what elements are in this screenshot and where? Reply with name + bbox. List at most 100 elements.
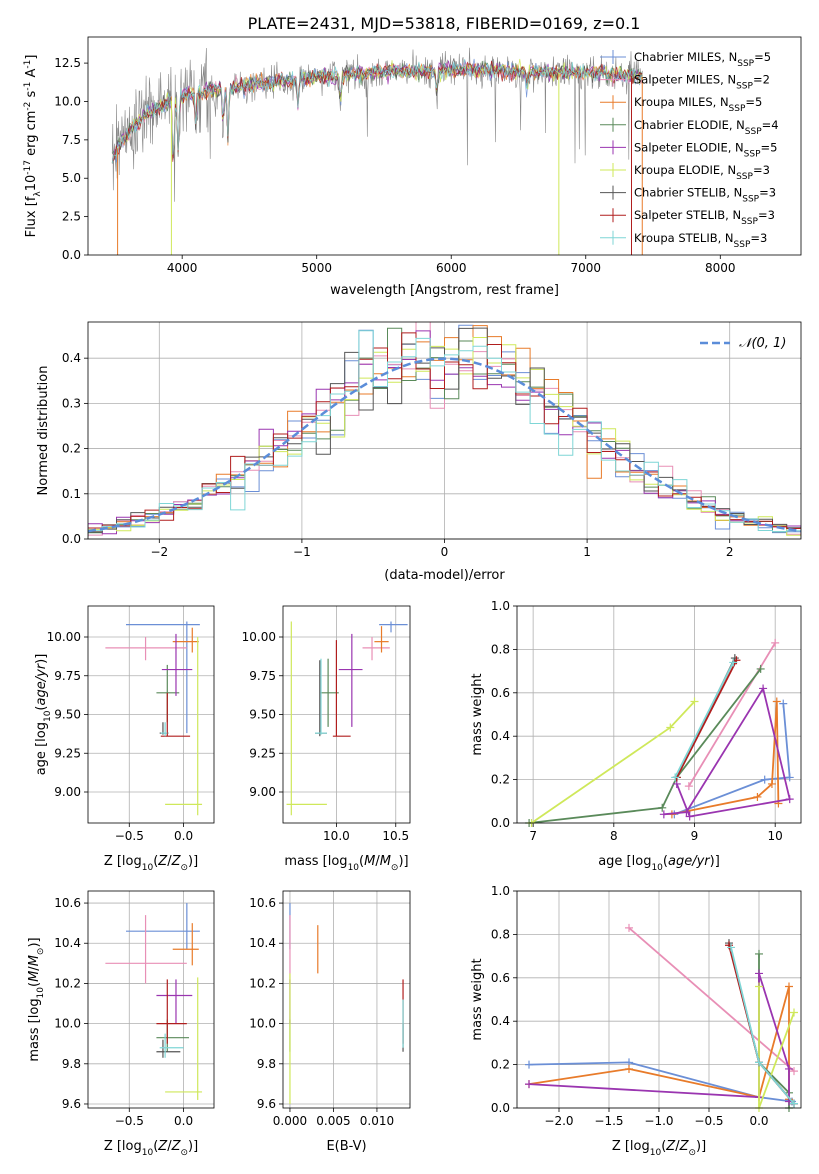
legend-label: Salpeter STELIB, NSSP=3 bbox=[634, 208, 775, 227]
series-line bbox=[528, 668, 762, 824]
series-line bbox=[663, 686, 791, 818]
y-tick-label: 0.0 bbox=[491, 1101, 510, 1115]
series-line bbox=[758, 953, 790, 1108]
mass-vs-ebv-axes: 0.000 0.005 0.010 9.6 9.8 10.0 10.2 10.4 10.6 E(B… bbox=[249, 891, 410, 1154]
x-tick-label: −2 bbox=[150, 545, 168, 559]
series-marker bbox=[755, 982, 763, 991]
x-tick-label: 8000 bbox=[705, 261, 736, 275]
series-line bbox=[530, 700, 696, 824]
y-tick-label: 0.4 bbox=[62, 351, 81, 365]
spectrum-data-line bbox=[111, 47, 643, 202]
spectrum-legend: Chabrier MILES, NSSP=5 Salpeter MILES, NS… bbox=[600, 50, 779, 250]
massweight-vs-Z-xlabel: Z [log10(Z/Z⊙)] bbox=[612, 1139, 706, 1158]
series-marker bbox=[785, 982, 793, 991]
y-tick-label: 0.8 bbox=[491, 927, 510, 941]
histogram-steps bbox=[88, 330, 801, 533]
y-tick-label: 2.5 bbox=[62, 210, 81, 224]
y-tick-label: 0.6 bbox=[491, 971, 510, 985]
series-marker bbox=[771, 638, 780, 647]
y-tick-label: 10.00 bbox=[47, 630, 81, 644]
age-vs-Z-series bbox=[105, 621, 203, 816]
y-tick-label: 9.75 bbox=[249, 669, 276, 683]
series-marker bbox=[767, 779, 776, 788]
y-tick-label: 10.2 bbox=[249, 976, 276, 990]
series-marker bbox=[785, 1064, 793, 1073]
x-tick-label: 0 bbox=[441, 545, 449, 559]
x-tick-label: 7 bbox=[529, 829, 537, 843]
age-vs-mass-series bbox=[286, 621, 408, 816]
legend-label: Chabrier ELODIE, NSSP=4 bbox=[634, 118, 779, 137]
x-tick-label: 5000 bbox=[301, 261, 332, 275]
x-tick-label: 10.0 bbox=[323, 829, 350, 843]
series-marker bbox=[525, 1080, 533, 1089]
series-marker bbox=[682, 808, 691, 817]
x-tick-label: −1.5 bbox=[594, 1114, 623, 1128]
y-tick-label: 0.0 bbox=[491, 816, 510, 830]
y-tick-label: 10.0 bbox=[54, 1017, 81, 1031]
series-marker bbox=[727, 943, 735, 952]
age-vs-Z-frame bbox=[87, 605, 215, 824]
series-marker bbox=[790, 1099, 798, 1108]
series-marker bbox=[785, 795, 794, 804]
residuals-frame bbox=[87, 321, 802, 540]
y-tick-label: 9.00 bbox=[54, 785, 81, 799]
y-tick-label: 0.4 bbox=[491, 1014, 510, 1028]
series-marker bbox=[658, 803, 667, 812]
y-tick-label: 9.8 bbox=[62, 1057, 81, 1071]
x-tick-label: 0.005 bbox=[316, 1114, 350, 1128]
y-tick-label: 9.00 bbox=[249, 785, 276, 799]
series-marker bbox=[625, 923, 633, 932]
y-tick-label: 10.0 bbox=[54, 94, 81, 108]
x-tick-label: −1.0 bbox=[644, 1114, 673, 1128]
y-tick-label: 9.25 bbox=[54, 746, 81, 760]
spectrum-series bbox=[111, 47, 643, 255]
series-line bbox=[728, 945, 795, 1105]
legend-label: Kroupa STELIB, NSSP=3 bbox=[634, 231, 767, 250]
y-tick-label: 10.6 bbox=[249, 896, 276, 910]
mass-vs-Z-frame bbox=[87, 890, 215, 1109]
x-tick-label: −0.5 bbox=[115, 1114, 144, 1128]
x-tick-label: −1 bbox=[293, 545, 311, 559]
figure-title: PLATE=2431, MJD=53818, FIBERID=0169, z=0… bbox=[248, 14, 641, 33]
y-tick-label: 0.1 bbox=[62, 487, 81, 501]
y-tick-label: 0.4 bbox=[491, 729, 510, 743]
mass-vs-Z-ylabel: mass [log10(M/M⊙)] bbox=[27, 937, 46, 1061]
age-vs-mass-xlabel: mass [log10(M/M⊙)] bbox=[284, 854, 408, 873]
x-tick-label: 0.0 bbox=[174, 829, 193, 843]
y-tick-label: 9.50 bbox=[54, 708, 81, 722]
series-marker bbox=[690, 697, 699, 706]
series-marker bbox=[730, 654, 739, 663]
gaussian-curve bbox=[88, 357, 801, 533]
y-tick-label: 0.2 bbox=[491, 773, 510, 787]
series-marker bbox=[772, 697, 781, 706]
series-marker bbox=[625, 1064, 633, 1073]
massweight-vs-age-frame bbox=[516, 605, 802, 824]
legend-label: 𝒩(0, 1) bbox=[739, 336, 786, 351]
legend-label: Kroupa ELODIE, NSSP=3 bbox=[634, 163, 770, 182]
series-marker bbox=[759, 684, 768, 693]
residuals-legend: 𝒩(0, 1) bbox=[700, 336, 786, 351]
y-tick-label: 9.8 bbox=[257, 1057, 276, 1071]
mass-vs-Z-axes: −0.5 0.0 9.6 9.8 10.0 10.2 10.4 10.6 Z [log10(Z/… bbox=[27, 891, 214, 1158]
mass-vs-ebv-frame bbox=[282, 890, 411, 1109]
age-vs-mass-frame bbox=[282, 605, 411, 824]
spectrum-model-line bbox=[112, 60, 643, 162]
x-tick-label: 0.000 bbox=[273, 1114, 307, 1128]
age-vs-Z-axes: −0.5 0.0 9.00 9.25 9.50 9.75 10.00 Z [log10(Z/Z… bbox=[34, 606, 214, 873]
x-tick-label: 8 bbox=[610, 829, 618, 843]
y-tick-label: 0.6 bbox=[491, 686, 510, 700]
x-tick-label: 0.0 bbox=[749, 1114, 768, 1128]
series-marker bbox=[760, 775, 769, 784]
series-marker bbox=[525, 1060, 533, 1069]
massweight-vs-Z-ylabel: mass weight bbox=[470, 958, 485, 1040]
series-marker bbox=[659, 810, 668, 819]
series-marker bbox=[666, 723, 675, 732]
x-tick-label: 6000 bbox=[436, 261, 467, 275]
series-marker bbox=[785, 773, 794, 782]
x-tick-label: −2.0 bbox=[544, 1114, 573, 1128]
y-tick-label: 9.25 bbox=[249, 746, 276, 760]
y-tick-label: 10.0 bbox=[249, 1017, 276, 1031]
legend-label: Salpeter ELODIE, NSSP=5 bbox=[634, 140, 777, 159]
series-marker bbox=[790, 1008, 798, 1017]
